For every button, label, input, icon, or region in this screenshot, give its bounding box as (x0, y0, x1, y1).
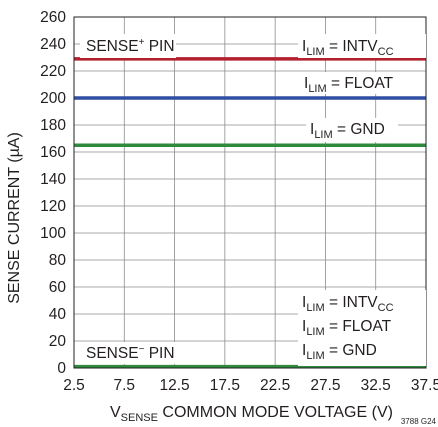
x-tick-label: 32.5 (361, 377, 391, 394)
y-tick-label: 0 (57, 360, 66, 377)
annotation-ilim-intvcc-lower: ILIM = INTVCC (302, 294, 394, 314)
x-tick-label: 2.5 (63, 377, 85, 394)
y-tick-label: 260 (40, 9, 66, 26)
y-tick-label: 60 (49, 279, 67, 296)
annotation-ilim-float-lower: ILIM = FLOAT (302, 318, 392, 338)
x-tick-label: 12.5 (159, 377, 189, 394)
x-tick-labels: 2.5 7.5 12.5 17.5 22.5 27.5 32.5 37.5 (63, 377, 438, 394)
x-tick-label: 22.5 (260, 377, 290, 394)
x-tick-label: 37.5 (411, 377, 438, 394)
y-tick-label: 80 (49, 252, 67, 269)
y-axis-title: SENSE CURRENT (µA) (6, 132, 23, 304)
series-layer (74, 57, 426, 369)
x-tick-label: 27.5 (310, 377, 340, 394)
y-tick-label: 140 (40, 171, 66, 188)
y-tick-label: 220 (40, 63, 66, 80)
annotation-ilim-gnd-upper: ILIM = GND (310, 121, 385, 141)
y-tick-label: 240 (40, 36, 66, 53)
x-tick-label: 7.5 (114, 377, 136, 394)
y-tick-label: 160 (40, 144, 66, 161)
x-axis-title: VSENSE COMMON MODE VOLTAGE (V) (110, 404, 393, 424)
x-tick-label: 17.5 (210, 377, 240, 394)
y-tick-label: 120 (40, 198, 66, 215)
annotation-ilim-intvcc-upper: ILIM = INTVCC (302, 38, 394, 58)
annotation-sense-minus-pin: SENSE− PIN (86, 344, 175, 362)
y-tick-label: 100 (40, 225, 66, 242)
annotation-sense-plus-pin: SENSE+ PIN (86, 37, 175, 55)
figure-id: 3788 G24 (401, 417, 437, 426)
y-tick-label: 20 (49, 333, 67, 350)
y-tick-labels: 0 20 40 60 80 100 120 140 160 180 200 220 240 260 (40, 9, 66, 377)
annotation-ilim-gnd-lower: ILIM = GND (302, 342, 377, 362)
annotation-ilim-float-upper: ILIM = FLOAT (304, 75, 394, 95)
plot-frame (73, 16, 427, 369)
y-tick-label: 180 (40, 117, 66, 134)
y-tick-label: 200 (40, 90, 66, 107)
y-tick-label: 40 (49, 306, 67, 323)
